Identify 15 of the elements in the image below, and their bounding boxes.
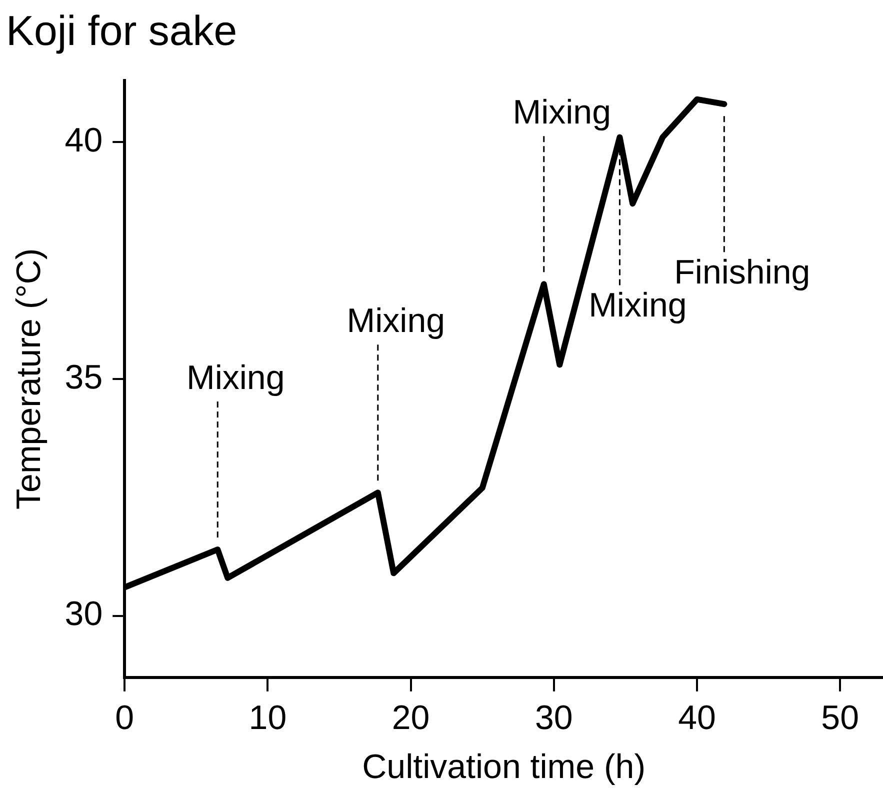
y-tick-label: 40 [64,121,103,160]
annotation: Mixing [346,302,446,340]
x-tick-label: 30 [534,699,573,738]
x-tick-label: 50 [821,699,859,738]
x-axis-title: Cultivation time (h) [362,748,646,786]
y-tick-label: 35 [64,358,103,396]
x-tick-label: 0 [115,699,134,738]
x-tick-label: 40 [678,699,716,738]
annotation: Mixing [186,358,285,397]
chart-title: Koji for sake [6,6,238,54]
y-axis-title: Temperature (°C) [10,248,48,510]
annotation: Mixing [512,94,611,132]
y-tick-label: 30 [64,595,103,634]
x-tick-label: 10 [248,699,287,738]
x-tick-label: 20 [392,699,430,738]
